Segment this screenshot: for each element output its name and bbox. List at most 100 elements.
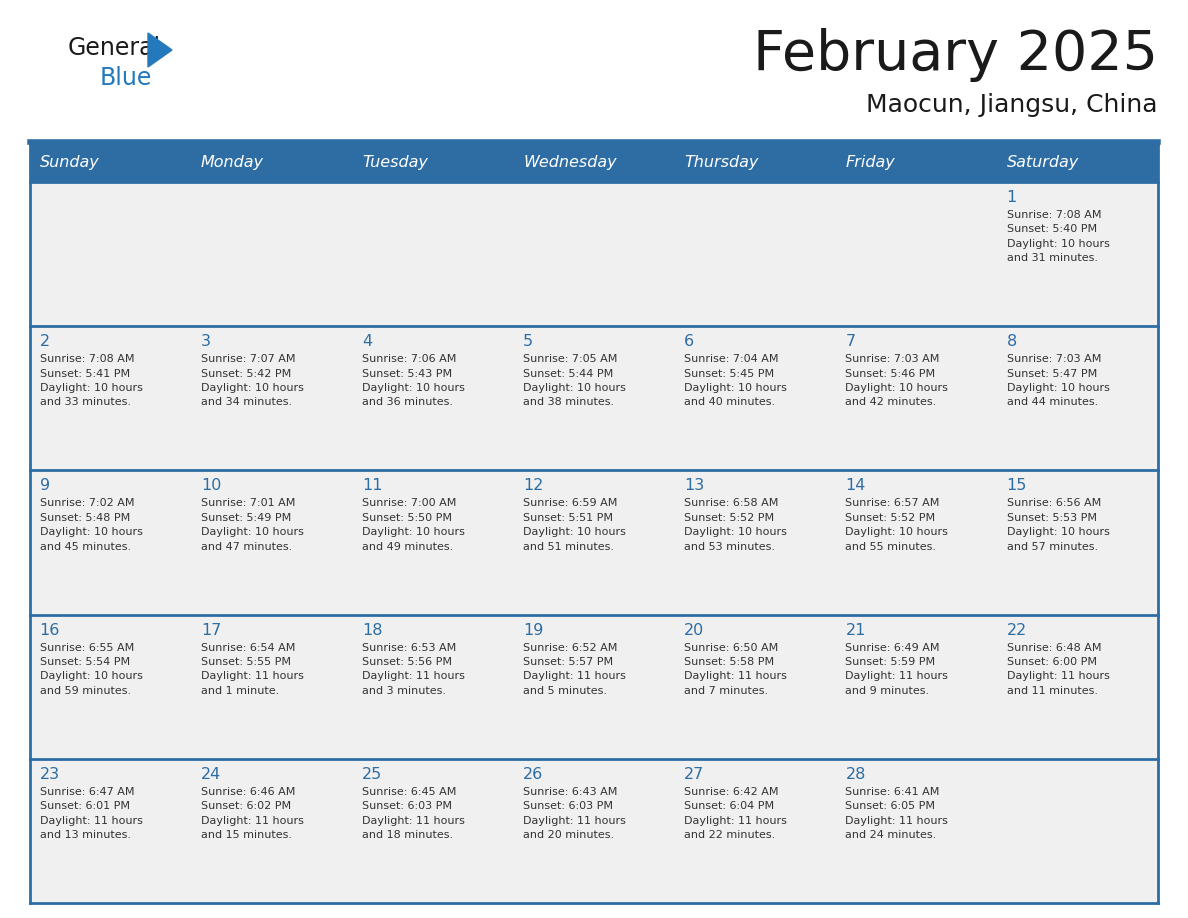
Bar	[835, 470, 997, 614]
Bar	[513, 144, 675, 182]
Text: Sunrise: 7:08 AM
Sunset: 5:41 PM
Daylight: 10 hours
and 33 minutes.: Sunrise: 7:08 AM Sunset: 5:41 PM Dayligh…	[39, 354, 143, 408]
Bar	[835, 326, 997, 470]
Text: 27: 27	[684, 767, 704, 782]
Text: 4: 4	[362, 334, 372, 349]
Bar	[675, 470, 835, 614]
Bar	[675, 144, 835, 182]
Bar	[30, 614, 191, 759]
Text: 1: 1	[1006, 190, 1017, 205]
Text: 15: 15	[1006, 478, 1026, 493]
Text: Monday: Monday	[201, 155, 264, 171]
Bar	[353, 759, 513, 903]
Text: Thursday: Thursday	[684, 155, 759, 171]
Bar	[835, 182, 997, 326]
Text: 25: 25	[362, 767, 383, 782]
Text: 24: 24	[201, 767, 221, 782]
Bar	[353, 326, 513, 470]
Text: 3: 3	[201, 334, 210, 349]
Bar	[997, 759, 1158, 903]
Text: 12: 12	[523, 478, 543, 493]
Bar	[353, 470, 513, 614]
Bar	[675, 182, 835, 326]
Polygon shape	[148, 33, 172, 67]
Bar	[513, 326, 675, 470]
Text: Sunrise: 7:07 AM
Sunset: 5:42 PM
Daylight: 10 hours
and 34 minutes.: Sunrise: 7:07 AM Sunset: 5:42 PM Dayligh…	[201, 354, 304, 408]
Text: Sunrise: 6:45 AM
Sunset: 6:03 PM
Daylight: 11 hours
and 18 minutes.: Sunrise: 6:45 AM Sunset: 6:03 PM Dayligh…	[362, 787, 465, 840]
Text: Sunrise: 7:08 AM
Sunset: 5:40 PM
Daylight: 10 hours
and 31 minutes.: Sunrise: 7:08 AM Sunset: 5:40 PM Dayligh…	[1006, 210, 1110, 263]
Text: Sunrise: 6:59 AM
Sunset: 5:51 PM
Daylight: 10 hours
and 51 minutes.: Sunrise: 6:59 AM Sunset: 5:51 PM Dayligh…	[523, 498, 626, 552]
Text: 7: 7	[846, 334, 855, 349]
Bar	[353, 614, 513, 759]
Text: Sunrise: 6:42 AM
Sunset: 6:04 PM
Daylight: 11 hours
and 22 minutes.: Sunrise: 6:42 AM Sunset: 6:04 PM Dayligh…	[684, 787, 788, 840]
Text: 8: 8	[1006, 334, 1017, 349]
Bar	[513, 759, 675, 903]
Text: Tuesday: Tuesday	[362, 155, 428, 171]
Text: Sunrise: 6:46 AM
Sunset: 6:02 PM
Daylight: 11 hours
and 15 minutes.: Sunrise: 6:46 AM Sunset: 6:02 PM Dayligh…	[201, 787, 304, 840]
Text: Sunrise: 6:53 AM
Sunset: 5:56 PM
Daylight: 11 hours
and 3 minutes.: Sunrise: 6:53 AM Sunset: 5:56 PM Dayligh…	[362, 643, 465, 696]
Bar	[30, 759, 191, 903]
Text: Sunrise: 7:00 AM
Sunset: 5:50 PM
Daylight: 10 hours
and 49 minutes.: Sunrise: 7:00 AM Sunset: 5:50 PM Dayligh…	[362, 498, 465, 552]
Bar	[675, 614, 835, 759]
Bar	[835, 759, 997, 903]
Text: 19: 19	[523, 622, 543, 638]
Text: 5: 5	[523, 334, 533, 349]
Bar	[191, 759, 353, 903]
Text: 28: 28	[846, 767, 866, 782]
Text: Sunrise: 7:02 AM
Sunset: 5:48 PM
Daylight: 10 hours
and 45 minutes.: Sunrise: 7:02 AM Sunset: 5:48 PM Dayligh…	[39, 498, 143, 552]
Text: Sunrise: 7:06 AM
Sunset: 5:43 PM
Daylight: 10 hours
and 36 minutes.: Sunrise: 7:06 AM Sunset: 5:43 PM Dayligh…	[362, 354, 465, 408]
Text: 20: 20	[684, 622, 704, 638]
Bar	[191, 326, 353, 470]
Bar	[997, 182, 1158, 326]
Text: Sunday: Sunday	[39, 155, 100, 171]
Text: Sunrise: 6:47 AM
Sunset: 6:01 PM
Daylight: 11 hours
and 13 minutes.: Sunrise: 6:47 AM Sunset: 6:01 PM Dayligh…	[39, 787, 143, 840]
Text: Sunrise: 7:03 AM
Sunset: 5:47 PM
Daylight: 10 hours
and 44 minutes.: Sunrise: 7:03 AM Sunset: 5:47 PM Dayligh…	[1006, 354, 1110, 408]
Text: 2: 2	[39, 334, 50, 349]
Bar	[513, 614, 675, 759]
Text: 13: 13	[684, 478, 704, 493]
Text: 21: 21	[846, 622, 866, 638]
Bar	[513, 470, 675, 614]
Text: 16: 16	[39, 622, 61, 638]
Text: February 2025: February 2025	[753, 28, 1158, 82]
Bar	[30, 182, 191, 326]
Bar	[675, 759, 835, 903]
Text: 14: 14	[846, 478, 866, 493]
Bar	[675, 326, 835, 470]
Text: 10: 10	[201, 478, 221, 493]
Text: Blue: Blue	[100, 66, 152, 90]
Text: Sunrise: 6:43 AM
Sunset: 6:03 PM
Daylight: 11 hours
and 20 minutes.: Sunrise: 6:43 AM Sunset: 6:03 PM Dayligh…	[523, 787, 626, 840]
Bar	[191, 182, 353, 326]
Bar	[997, 144, 1158, 182]
Text: Sunrise: 6:55 AM
Sunset: 5:54 PM
Daylight: 10 hours
and 59 minutes.: Sunrise: 6:55 AM Sunset: 5:54 PM Dayligh…	[39, 643, 143, 696]
Text: General: General	[68, 36, 162, 60]
Text: Sunrise: 7:03 AM
Sunset: 5:46 PM
Daylight: 10 hours
and 42 minutes.: Sunrise: 7:03 AM Sunset: 5:46 PM Dayligh…	[846, 354, 948, 408]
Bar	[191, 144, 353, 182]
Text: Sunrise: 6:48 AM
Sunset: 6:00 PM
Daylight: 11 hours
and 11 minutes.: Sunrise: 6:48 AM Sunset: 6:00 PM Dayligh…	[1006, 643, 1110, 696]
Text: Sunrise: 6:57 AM
Sunset: 5:52 PM
Daylight: 10 hours
and 55 minutes.: Sunrise: 6:57 AM Sunset: 5:52 PM Dayligh…	[846, 498, 948, 552]
Text: Maocun, Jiangsu, China: Maocun, Jiangsu, China	[866, 93, 1158, 117]
Bar	[191, 614, 353, 759]
Bar	[30, 326, 191, 470]
Text: Friday: Friday	[846, 155, 895, 171]
Bar	[191, 470, 353, 614]
Text: Sunrise: 6:54 AM
Sunset: 5:55 PM
Daylight: 11 hours
and 1 minute.: Sunrise: 6:54 AM Sunset: 5:55 PM Dayligh…	[201, 643, 304, 696]
Text: Sunrise: 6:50 AM
Sunset: 5:58 PM
Daylight: 11 hours
and 7 minutes.: Sunrise: 6:50 AM Sunset: 5:58 PM Dayligh…	[684, 643, 788, 696]
Text: Sunrise: 6:56 AM
Sunset: 5:53 PM
Daylight: 10 hours
and 57 minutes.: Sunrise: 6:56 AM Sunset: 5:53 PM Dayligh…	[1006, 498, 1110, 552]
Text: 22: 22	[1006, 622, 1026, 638]
Bar	[353, 182, 513, 326]
Text: 23: 23	[39, 767, 59, 782]
Text: Sunrise: 7:01 AM
Sunset: 5:49 PM
Daylight: 10 hours
and 47 minutes.: Sunrise: 7:01 AM Sunset: 5:49 PM Dayligh…	[201, 498, 304, 552]
Text: Sunrise: 6:58 AM
Sunset: 5:52 PM
Daylight: 10 hours
and 53 minutes.: Sunrise: 6:58 AM Sunset: 5:52 PM Dayligh…	[684, 498, 788, 552]
Bar	[997, 470, 1158, 614]
Bar	[30, 470, 191, 614]
Text: Saturday: Saturday	[1006, 155, 1079, 171]
Bar	[30, 144, 191, 182]
Bar	[835, 144, 997, 182]
Bar	[997, 326, 1158, 470]
Text: Sunrise: 6:41 AM
Sunset: 6:05 PM
Daylight: 11 hours
and 24 minutes.: Sunrise: 6:41 AM Sunset: 6:05 PM Dayligh…	[846, 787, 948, 840]
Bar	[353, 144, 513, 182]
Text: Sunrise: 7:04 AM
Sunset: 5:45 PM
Daylight: 10 hours
and 40 minutes.: Sunrise: 7:04 AM Sunset: 5:45 PM Dayligh…	[684, 354, 788, 408]
Bar	[835, 614, 997, 759]
Text: Sunrise: 7:05 AM
Sunset: 5:44 PM
Daylight: 10 hours
and 38 minutes.: Sunrise: 7:05 AM Sunset: 5:44 PM Dayligh…	[523, 354, 626, 408]
Bar	[513, 182, 675, 326]
